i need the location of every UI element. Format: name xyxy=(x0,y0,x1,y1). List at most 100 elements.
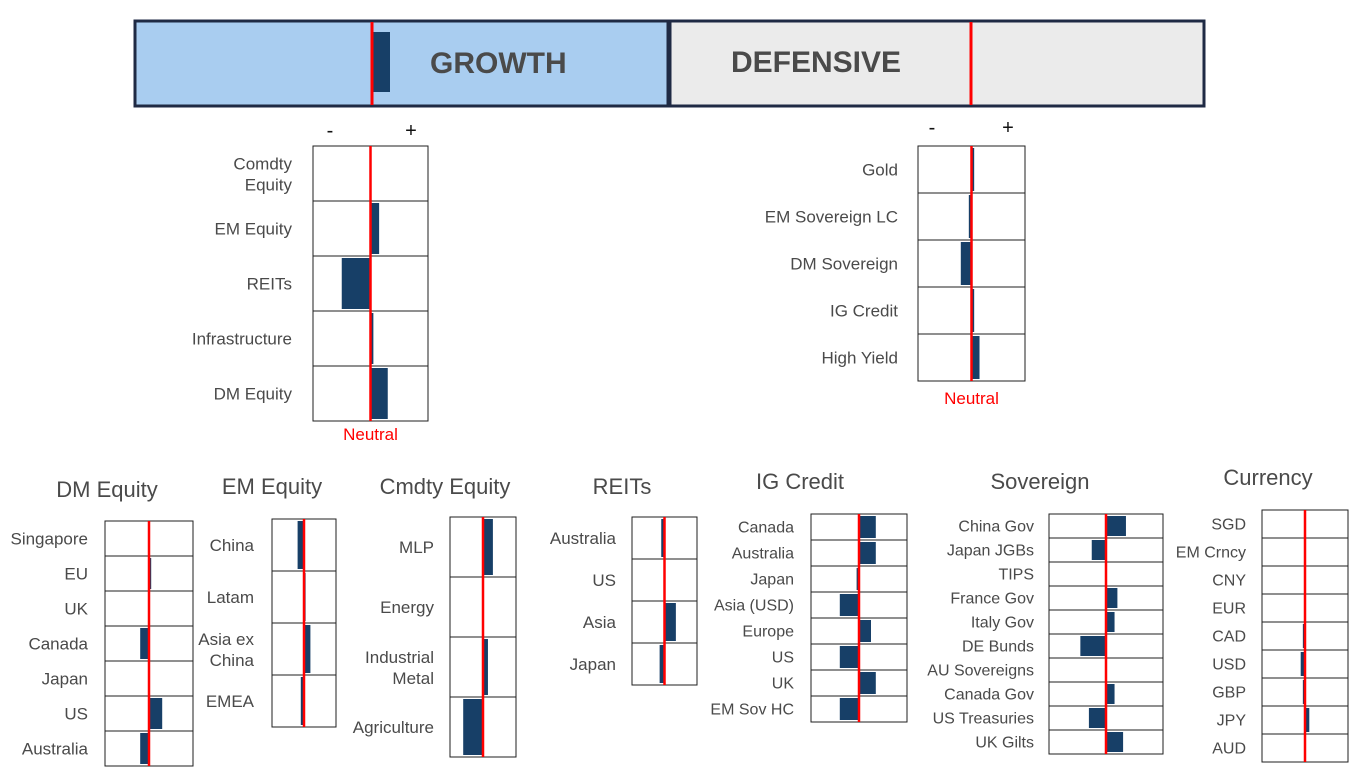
ig-credit-category-label: EM Sov HC xyxy=(710,702,794,719)
currency-category-label: EUR xyxy=(1212,601,1246,618)
ig-credit-panel: IG Credit Canada Australia Japan Asia (USD) E… xyxy=(710,469,908,723)
ig-credit-category-label: Asia (USD) xyxy=(714,598,794,615)
growth-category-label: Comdty Equity xyxy=(233,155,292,195)
growth-bar xyxy=(370,203,380,254)
ig-credit-bar xyxy=(859,672,876,694)
dm-equity-category-label: Australia xyxy=(22,739,89,758)
comdty-equity-category-label: Industrial Metal xyxy=(365,648,434,688)
defensive-bar xyxy=(960,242,972,285)
growth-box xyxy=(133,19,670,108)
currency-bar xyxy=(1305,708,1310,732)
currency-title: Currency xyxy=(1223,465,1312,490)
em-equity-bar xyxy=(300,677,304,725)
defensive-bar xyxy=(968,195,972,238)
sovereign-bar xyxy=(1106,588,1118,608)
em-equity-category-label: China xyxy=(210,536,255,555)
defensive-neutral-label: Neutral xyxy=(944,389,999,408)
sovereign-bar xyxy=(1106,612,1115,632)
currency-category-label: GBP xyxy=(1212,685,1246,702)
growth-minus-sign: - xyxy=(327,120,334,142)
growth-bar xyxy=(370,368,388,419)
defensive-plus-sign: + xyxy=(1002,117,1014,139)
sovereign-category-label: Italy Gov xyxy=(971,615,1034,632)
comdty-equity-title: Cmdty Equity xyxy=(380,474,511,499)
defensive-category-label: IG Credit xyxy=(830,301,898,320)
sovereign-category-label: TIPS xyxy=(998,567,1034,584)
currency-panel: Currency SGD EM Crncy CNY EUR CAD USD GBP JPY AUD xyxy=(1176,465,1349,763)
currency-bar xyxy=(1300,652,1305,676)
growth-neutral-label: Neutral xyxy=(343,425,398,444)
dm-equity-bar xyxy=(140,733,149,764)
ig-credit-bar xyxy=(839,646,859,668)
comdty-equity-bar xyxy=(483,519,493,575)
growth-category-label: DM Equity xyxy=(214,384,293,403)
currency-category-label: JPY xyxy=(1217,713,1247,730)
panels: Comdty Equity EM Equity REITs Infrastructure… xyxy=(10,117,1349,767)
growth-category-label: Infrastructure xyxy=(192,329,292,348)
sovereign-bar xyxy=(1080,636,1106,656)
em-equity-category-label: Latam xyxy=(207,588,254,607)
ig-credit-bar xyxy=(859,516,876,538)
sovereign-bar xyxy=(1106,684,1115,704)
growth-tilt-bar xyxy=(372,32,390,92)
dm-equity-category-label: EU xyxy=(64,564,88,583)
comdty-equity-category-label: Energy xyxy=(380,598,434,617)
sovereign-category-label: UK Gilts xyxy=(975,735,1034,752)
comdty-equity-panel: Cmdty Equity MLP Energy Industrial Metal Agri… xyxy=(353,474,517,758)
defensive-category-label: High Yield xyxy=(821,348,898,367)
currency-category-label: AUD xyxy=(1212,741,1246,758)
em-equity-category-label: EMEA xyxy=(206,692,255,711)
dm-equity-bar xyxy=(140,628,149,659)
ig-credit-bar xyxy=(839,594,859,616)
sovereign-category-label: Canada Gov xyxy=(944,687,1034,704)
reits-category-label: US xyxy=(592,571,616,590)
dm-equity-category-label: US xyxy=(64,704,88,723)
sovereign-category-label: Japan JGBs xyxy=(947,543,1034,560)
defensive-category-label: EM Sovereign LC xyxy=(765,207,898,226)
dm-equity-panel: DM Equity Singapore EU UK Canada Japan US Austr… xyxy=(10,477,194,767)
ig-credit-category-label: US xyxy=(772,650,794,667)
growth-plus-sign: + xyxy=(405,120,417,142)
ig-credit-category-label: Japan xyxy=(750,572,794,589)
growth-category-label: REITs xyxy=(247,274,292,293)
defensive-box xyxy=(668,19,1206,108)
comdty-equity-category-label: Agriculture xyxy=(353,718,434,737)
ig-credit-category-label: Australia xyxy=(732,546,794,563)
reits-bar xyxy=(661,519,665,557)
sovereign-category-label: AU Sovereigns xyxy=(927,663,1034,680)
sovereign-bar xyxy=(1106,516,1126,536)
sovereign-category-label: France Gov xyxy=(950,591,1034,608)
growth-bar xyxy=(370,313,374,364)
defensive-bar xyxy=(971,148,975,191)
em-equity-bar xyxy=(297,521,304,569)
dm-equity-category-label: Japan xyxy=(42,669,88,688)
defensive-category-label: DM Sovereign xyxy=(790,254,898,273)
reits-category-label: Japan xyxy=(570,655,616,674)
em-equity-title: EM Equity xyxy=(222,474,322,499)
defensive-panel: Gold EM Sovereign LC DM Sovereign IG Credit… xyxy=(765,117,1026,408)
sovereign-category-label: DE Bunds xyxy=(962,639,1034,656)
em-equity-category-label: Asia ex China xyxy=(198,630,254,670)
comdty-equity-category-label: MLP xyxy=(399,538,434,557)
sovereign-title: Sovereign xyxy=(990,469,1089,494)
currency-category-label: CNY xyxy=(1212,573,1246,590)
comdty-equity-bar xyxy=(483,639,488,695)
dm-equity-category-label: UK xyxy=(64,599,88,618)
ig-credit-category-label: Canada xyxy=(738,520,794,537)
sovereign-bar xyxy=(1088,708,1106,728)
dm-equity-category-label: Canada xyxy=(28,634,88,653)
reits-bar xyxy=(659,645,665,683)
ig-credit-bar xyxy=(839,698,859,720)
sovereign-category-label: US Treasuries xyxy=(933,711,1034,728)
currency-category-label: SGD xyxy=(1211,517,1246,534)
reits-panel: REITs Australia US Asia Japan xyxy=(550,474,698,686)
ig-credit-category-label: Europe xyxy=(742,624,794,641)
reits-bar xyxy=(664,603,676,641)
ig-credit-bar xyxy=(859,620,871,642)
currency-category-label: USD xyxy=(1212,657,1246,674)
growth-category-label: EM Equity xyxy=(215,219,293,238)
sovereign-bar xyxy=(1091,540,1106,560)
dm-equity-bar xyxy=(149,698,163,729)
currency-category-label: EM Crncy xyxy=(1176,545,1246,562)
